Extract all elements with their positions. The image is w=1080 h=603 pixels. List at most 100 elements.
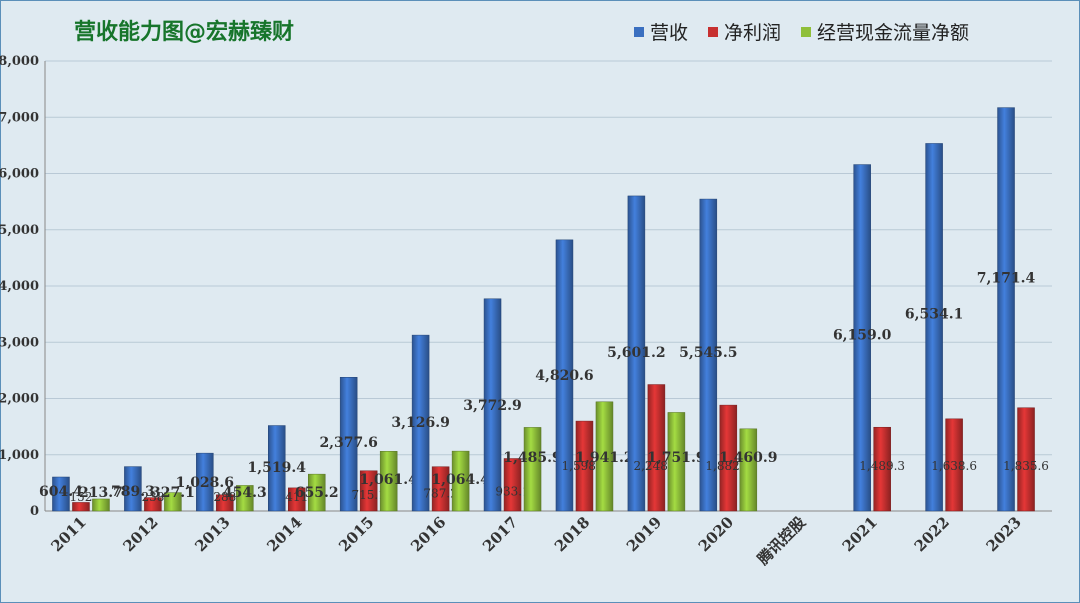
- data-label-revenue: 4,820.6: [535, 368, 593, 384]
- data-label-revenue: 6,534.1: [905, 306, 963, 322]
- data-label-cashflow: 1,485.9: [503, 450, 561, 466]
- data-label-revenue: 5,601.2: [607, 345, 665, 361]
- bar-revenue: [699, 198, 718, 512]
- bar-cashflow: [92, 498, 110, 512]
- data-label-cashflow: 1,460.9: [719, 450, 777, 466]
- bar-revenue: [124, 466, 142, 512]
- y-tick-label: 0: [30, 504, 39, 519]
- legend-swatch-cashflow: [801, 26, 812, 37]
- data-label-profit: 238: [141, 490, 164, 504]
- bar-revenue: [196, 452, 214, 512]
- bar-cashflow: [667, 412, 686, 512]
- bar-cashflow: [236, 485, 254, 512]
- bar-revenue: [627, 195, 646, 512]
- data-label-profit: 715.1: [351, 488, 385, 502]
- data-label-revenue: 1,028.6: [176, 475, 234, 491]
- data-label-profit: 933.1: [495, 484, 529, 498]
- bar-profit: [72, 502, 90, 512]
- bar-cashflow: [523, 427, 542, 512]
- bar-cashflow: [164, 492, 182, 512]
- y-tick-label: 2,000: [0, 392, 39, 407]
- data-label-revenue: 604.4: [39, 484, 83, 500]
- bar-profit: [575, 420, 594, 512]
- y-tick-label: 3,000: [0, 335, 39, 350]
- bar-revenue: [555, 239, 574, 512]
- legend-item-cashflow: 经营现金流量净额: [801, 18, 969, 45]
- y-tick-label: 7,000: [0, 110, 39, 125]
- data-label-profit: 152: [70, 490, 93, 504]
- x-tick-label: 腾讯控股: [753, 512, 810, 569]
- x-tick-label: 2023: [983, 513, 1025, 555]
- x-tick-label: 2012: [119, 513, 161, 555]
- bar-profit: [144, 497, 162, 512]
- bar-profit: [216, 494, 234, 512]
- x-tick-label: 2017: [479, 513, 521, 555]
- chart-title: 营收能力图@宏赫臻财: [74, 20, 295, 45]
- data-label-revenue: 6,159.0: [833, 328, 892, 344]
- bar-cashflow: [379, 451, 398, 512]
- bar-profit: [288, 487, 306, 512]
- legend-item-revenue: 营收: [634, 18, 688, 45]
- legend-label-revenue: 营收: [650, 22, 689, 44]
- x-tick-label: 2011: [48, 513, 90, 555]
- data-label-revenue: 1,519.4: [248, 460, 307, 476]
- data-label-cashflow: 213.7: [79, 485, 123, 501]
- bar-profit: [945, 418, 963, 512]
- y-tick-label: 8,000: [0, 54, 39, 69]
- y-tick-label: 5,000: [0, 223, 39, 238]
- x-tick-label: 2013: [191, 513, 233, 555]
- bar-profit: [1017, 407, 1035, 512]
- data-label-profit: 288: [213, 490, 236, 504]
- data-label-revenue: 789.3: [111, 484, 155, 500]
- x-tick-label: 2016: [407, 513, 449, 555]
- data-label-revenue: 2,377.6: [319, 435, 377, 451]
- data-label-profit: 1,489.3: [859, 459, 905, 473]
- x-tick-label: 2022: [911, 513, 953, 555]
- data-label-cashflow: 454.3: [223, 485, 267, 501]
- bar-cashflow: [739, 428, 758, 512]
- bar-profit: [719, 404, 738, 512]
- data-label-revenue: 7,171.4: [977, 271, 1036, 287]
- data-label-revenue: 3,772.9: [463, 398, 521, 414]
- bar-profit: [873, 426, 891, 512]
- data-label-cashflow: 1,751.9: [647, 450, 705, 466]
- x-tick-label: 2015: [335, 513, 377, 555]
- data-label-cashflow: 1,061.4: [359, 472, 418, 488]
- data-label-cashflow: 1,064.4: [431, 472, 490, 488]
- bar-revenue: [411, 334, 430, 512]
- data-label-revenue: 3,126.9: [391, 415, 449, 431]
- data-label-revenue: 5,545.5: [679, 345, 737, 361]
- data-label-cashflow: 1,941.2: [575, 450, 633, 466]
- bar-profit: [431, 466, 450, 512]
- y-tick-label: 4,000: [0, 279, 39, 294]
- x-tick-label: 2021: [839, 513, 881, 555]
- bar-profit: [503, 458, 522, 512]
- bar-profit: [647, 384, 666, 512]
- x-tick-label: 2014: [263, 513, 305, 555]
- data-label-profit: 787.2: [423, 487, 457, 501]
- x-tick-label: 2019: [623, 513, 665, 555]
- legend-swatch-profit: [708, 26, 719, 37]
- x-tick-label: 2020: [695, 513, 737, 555]
- bar-cashflow: [595, 401, 614, 512]
- legend-label-profit: 净利润: [724, 22, 782, 44]
- data-label-profit: 411: [285, 490, 308, 504]
- bar-revenue: [483, 298, 502, 512]
- data-label-cashflow: 327.1: [151, 485, 195, 501]
- x-tick-label: 2018: [551, 513, 593, 555]
- bar-revenue: [52, 476, 70, 512]
- data-label-profit: 1,835.6: [1003, 459, 1049, 473]
- bar-cashflow: [308, 473, 326, 512]
- bar-cashflow: [451, 450, 470, 512]
- legend-label-cashflow: 经营现金流量净额: [817, 22, 970, 44]
- legend-item-profit: 净利润: [708, 18, 781, 45]
- bar-revenue: [925, 143, 943, 512]
- legend: 营收 净利润 经营现金流量净额: [634, 18, 989, 45]
- bar-revenue: [997, 107, 1015, 512]
- bar-profit: [359, 470, 378, 512]
- bar-revenue: [853, 164, 871, 512]
- bar-revenue: [339, 377, 358, 512]
- bar-revenue: [268, 425, 286, 512]
- legend-swatch-revenue: [634, 26, 644, 37]
